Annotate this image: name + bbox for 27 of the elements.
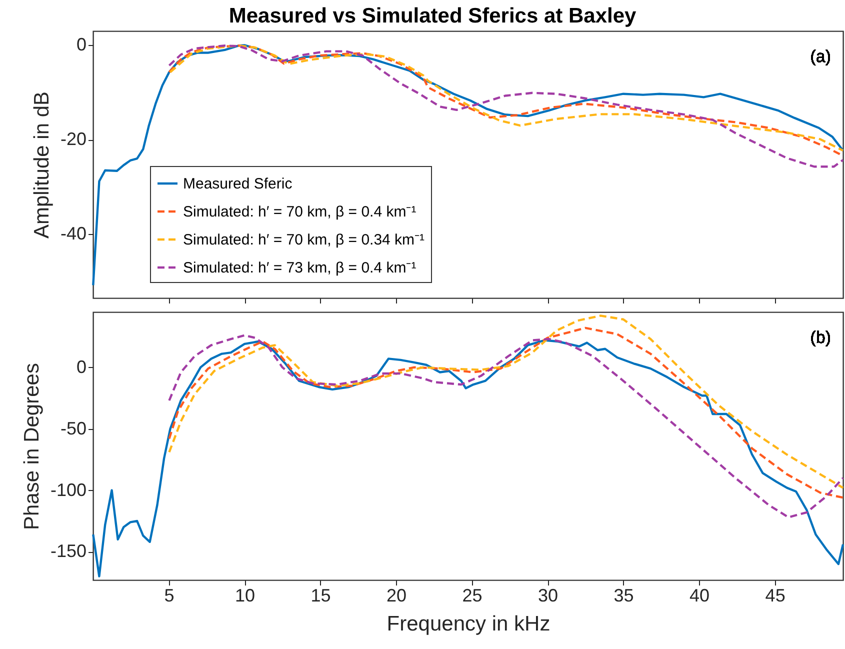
- y-tick-label: 0: [76, 34, 86, 55]
- y-tick-label: -50: [60, 418, 86, 438]
- y-axis-title: Amplitude in dB: [30, 91, 54, 239]
- chart-title: Measured vs Simulated Sferics at Baxley: [228, 4, 637, 28]
- y-tick-label: 0: [76, 356, 86, 377]
- y-tick-label: -40: [60, 224, 86, 244]
- y-tick-label: -20: [60, 129, 86, 150]
- legend-label: Measured Sferic: [183, 176, 293, 192]
- y-tick-label: -150: [50, 541, 86, 562]
- x-tick-label: 25: [462, 586, 482, 606]
- legend-label: Simulated: h′ = 70 km, β = 0.34 km⁻¹: [183, 232, 425, 248]
- y-axis-title: Phase in Degrees: [20, 363, 44, 530]
- legend-label: Simulated: h′ = 70 km, β = 0.4 km⁻¹: [183, 204, 416, 220]
- annotation: (b): [810, 328, 831, 347]
- line-series: [92, 44, 844, 286]
- x-tick-label: 45: [765, 586, 786, 606]
- x-tick-label: 20: [386, 586, 407, 606]
- y-tick-label: -100: [50, 480, 86, 500]
- x-tick-label: 5: [164, 586, 174, 606]
- x-tick-label: 40: [690, 586, 710, 606]
- x-tick-label: 15: [310, 586, 331, 606]
- x-tick-label: 10: [235, 586, 256, 606]
- x-tick-label: 30: [538, 586, 558, 606]
- x-tick-label: 35: [614, 586, 634, 606]
- x-axis-title: Frequency in kHz: [386, 612, 550, 636]
- annotation: (a): [810, 47, 831, 66]
- legend-label: Simulated: h′ = 73 km, β = 0.4 km⁻¹: [183, 260, 416, 276]
